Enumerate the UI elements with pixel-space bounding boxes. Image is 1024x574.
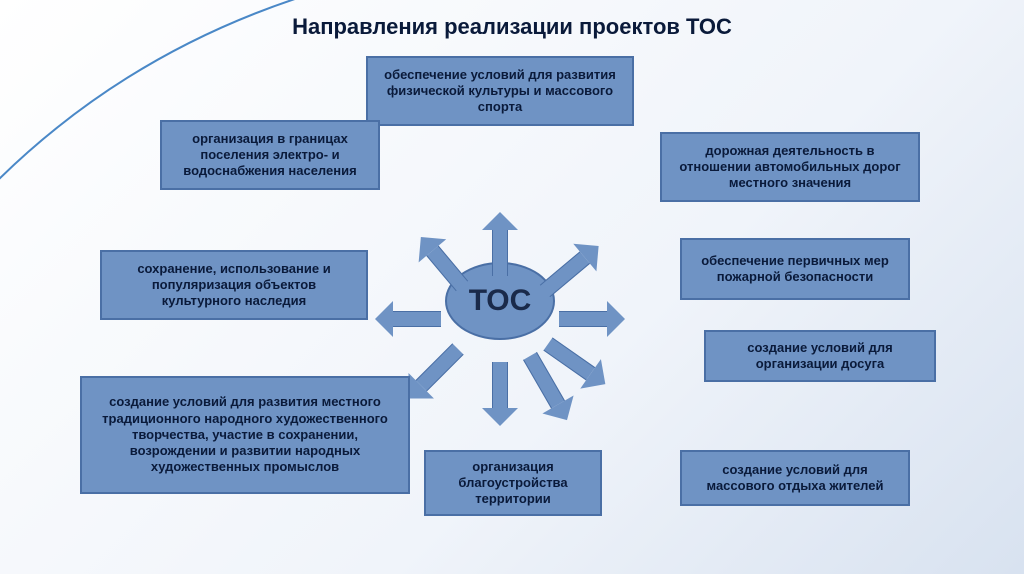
- node-n1: обеспечение условий для развития физичес…: [366, 56, 634, 126]
- node-n7: создание условий для развития местного т…: [80, 376, 410, 494]
- node-n8: организация благоустройства территории: [424, 450, 602, 516]
- node-label: организация в границах поселения электро…: [172, 131, 368, 180]
- node-n5: обеспечение первичных мер пожарной безоп…: [680, 238, 910, 300]
- node-label: сохранение, использование и популяризаци…: [112, 261, 356, 310]
- node-n6: создание условий для организации досуга: [704, 330, 936, 382]
- node-label: организация благоустройства территории: [436, 459, 590, 508]
- arrow-0: [482, 212, 518, 276]
- node-n2: организация в границах поселения электро…: [160, 120, 380, 190]
- arrow-4: [559, 301, 625, 337]
- node-label: создание условий для массового отдыха жи…: [692, 462, 898, 495]
- node-n3: дорожная деятельность в отношении автомо…: [660, 132, 920, 202]
- node-label: обеспечение первичных мер пожарной безоп…: [692, 253, 898, 286]
- node-label: дорожная деятельность в отношении автомо…: [672, 143, 908, 192]
- arrow-7: [482, 362, 518, 426]
- node-label: обеспечение условий для развития физичес…: [378, 67, 622, 116]
- node-label: создание условий для организации досуга: [716, 340, 924, 373]
- arrow-3: [375, 301, 441, 337]
- title-text: Направления реализации проектов ТОС: [292, 14, 732, 39]
- node-n4: сохранение, использование и популяризаци…: [100, 250, 368, 320]
- slide-title: Направления реализации проектов ТОС: [0, 14, 1024, 40]
- center-label: ТОС: [469, 284, 532, 318]
- node-n9: создание условий для массового отдыха жи…: [680, 450, 910, 506]
- node-label: создание условий для развития местного т…: [92, 394, 398, 475]
